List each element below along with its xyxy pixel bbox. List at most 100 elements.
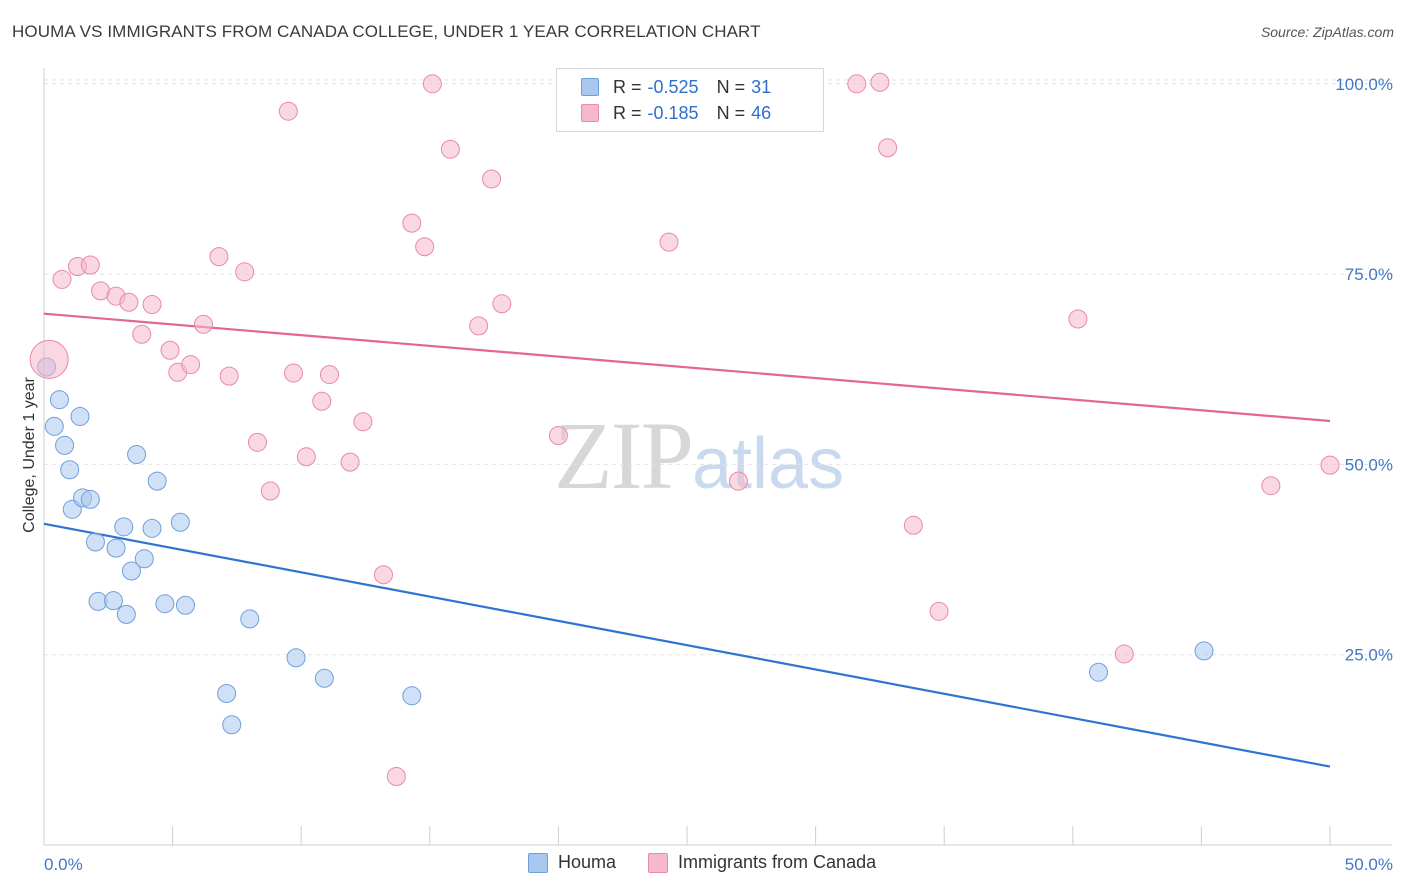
chart-title: HOUMA VS IMMIGRANTS FROM CANADA COLLEGE,…	[12, 22, 761, 41]
canada-point	[142, 295, 162, 315]
houma-point	[80, 489, 100, 509]
n-label: N =	[716, 102, 746, 123]
canada-point	[386, 766, 406, 786]
canada-point	[193, 314, 213, 334]
canada-point	[181, 355, 201, 375]
canada-point	[80, 255, 100, 275]
x-tick-label: 0.0%	[44, 855, 83, 874]
canada-point	[492, 294, 512, 314]
canada-point	[132, 324, 152, 344]
canada-point	[340, 452, 360, 472]
houma-point	[127, 445, 147, 465]
canada-point	[1114, 644, 1134, 664]
y-tick-label: 25.0%	[1345, 646, 1393, 665]
canada-point	[440, 139, 460, 159]
canada-point	[422, 74, 442, 94]
houma-point	[286, 648, 306, 668]
canada-point	[929, 601, 949, 621]
canada-point	[1068, 309, 1088, 329]
x-tick-label: 50.0%	[1345, 855, 1393, 874]
houma-point	[147, 471, 167, 491]
trend-lines	[43, 312, 1331, 768]
stats-legend: R = -0.525 N = 31 R = -0.185 N = 46	[556, 68, 824, 132]
houma-point	[240, 609, 260, 629]
houma-point	[217, 684, 237, 704]
canada-point	[870, 72, 890, 92]
canada-point	[482, 169, 502, 189]
canada-point	[1320, 455, 1340, 475]
houma-point	[103, 591, 123, 611]
canada-point	[469, 316, 489, 336]
source-label: Source: ZipAtlas.com	[1260, 24, 1394, 40]
houma-point	[175, 595, 195, 615]
houma-point	[106, 538, 126, 558]
houma-point	[170, 512, 190, 532]
houma-point	[1194, 641, 1214, 661]
y-tick-label: 50.0%	[1345, 455, 1393, 474]
data-points	[29, 72, 1340, 786]
stats-row-canada: R = -0.185 N = 46	[581, 101, 771, 125]
watermark-zip: ZIP	[554, 402, 694, 509]
canada-point	[312, 391, 332, 411]
houma-legend-swatch	[528, 852, 548, 873]
houma-point	[142, 518, 162, 538]
canada-point	[52, 269, 72, 289]
legend-label: Houma	[558, 852, 617, 872]
canada-point	[728, 471, 748, 491]
canada-swatch	[581, 104, 599, 122]
legend-label: Immigrants from Canada	[678, 852, 877, 872]
houma-point	[85, 532, 105, 552]
canada-trend-line	[43, 312, 1331, 423]
houma-point	[121, 561, 141, 581]
canada-point	[219, 366, 239, 386]
series-legend: Houma Immigrants from Canada	[528, 852, 908, 873]
canada-point	[235, 262, 255, 282]
canada-point	[29, 339, 69, 379]
canada-point	[119, 292, 139, 312]
canada-point	[415, 237, 435, 257]
tick-labels: 25.0% 50.0% 75.0% 100.0% 0.0% 50.0%	[44, 75, 1393, 874]
n-label: N =	[716, 76, 746, 97]
houma-point	[55, 435, 75, 455]
houma-point	[114, 517, 134, 537]
houma-point	[155, 594, 175, 614]
watermark: ZIPatlas	[554, 400, 844, 511]
y-tick-label: 100.0%	[1335, 75, 1393, 94]
houma-point	[1089, 662, 1109, 682]
canada-point	[260, 481, 280, 501]
stats-row-houma: R = -0.525 N = 31	[581, 75, 771, 99]
houma-swatch	[581, 78, 599, 96]
grid-lines	[44, 79, 1392, 656]
axes	[43, 68, 1392, 846]
canada-point	[903, 515, 923, 535]
houma-point	[222, 715, 242, 735]
houma-point	[60, 460, 80, 480]
houma-point	[44, 416, 64, 436]
canada-point	[878, 138, 898, 158]
canada-point	[319, 365, 339, 385]
n-value: 46	[751, 102, 772, 123]
canada-point	[209, 247, 229, 267]
canada-point	[548, 425, 568, 445]
canada-point	[278, 101, 298, 121]
houma-point	[70, 406, 90, 426]
canada-point	[1261, 476, 1281, 496]
legend-item-houma: Houma	[528, 852, 616, 873]
canada-point	[247, 432, 267, 452]
houma-point	[314, 668, 334, 688]
canada-point	[659, 232, 679, 252]
r-value: -0.525	[647, 76, 699, 97]
canada-point	[353, 412, 373, 432]
canada-legend-swatch	[648, 852, 669, 873]
houma-point	[49, 390, 69, 410]
houma-trend-line	[43, 522, 1331, 768]
canada-point	[402, 213, 422, 233]
canada-point	[847, 74, 867, 94]
legend-item-canada: Immigrants from Canada	[648, 852, 876, 873]
r-value: -0.185	[647, 102, 699, 123]
n-value: 31	[751, 76, 772, 97]
houma-point	[134, 549, 154, 569]
canada-point	[283, 363, 303, 383]
r-label: R =	[613, 102, 642, 123]
